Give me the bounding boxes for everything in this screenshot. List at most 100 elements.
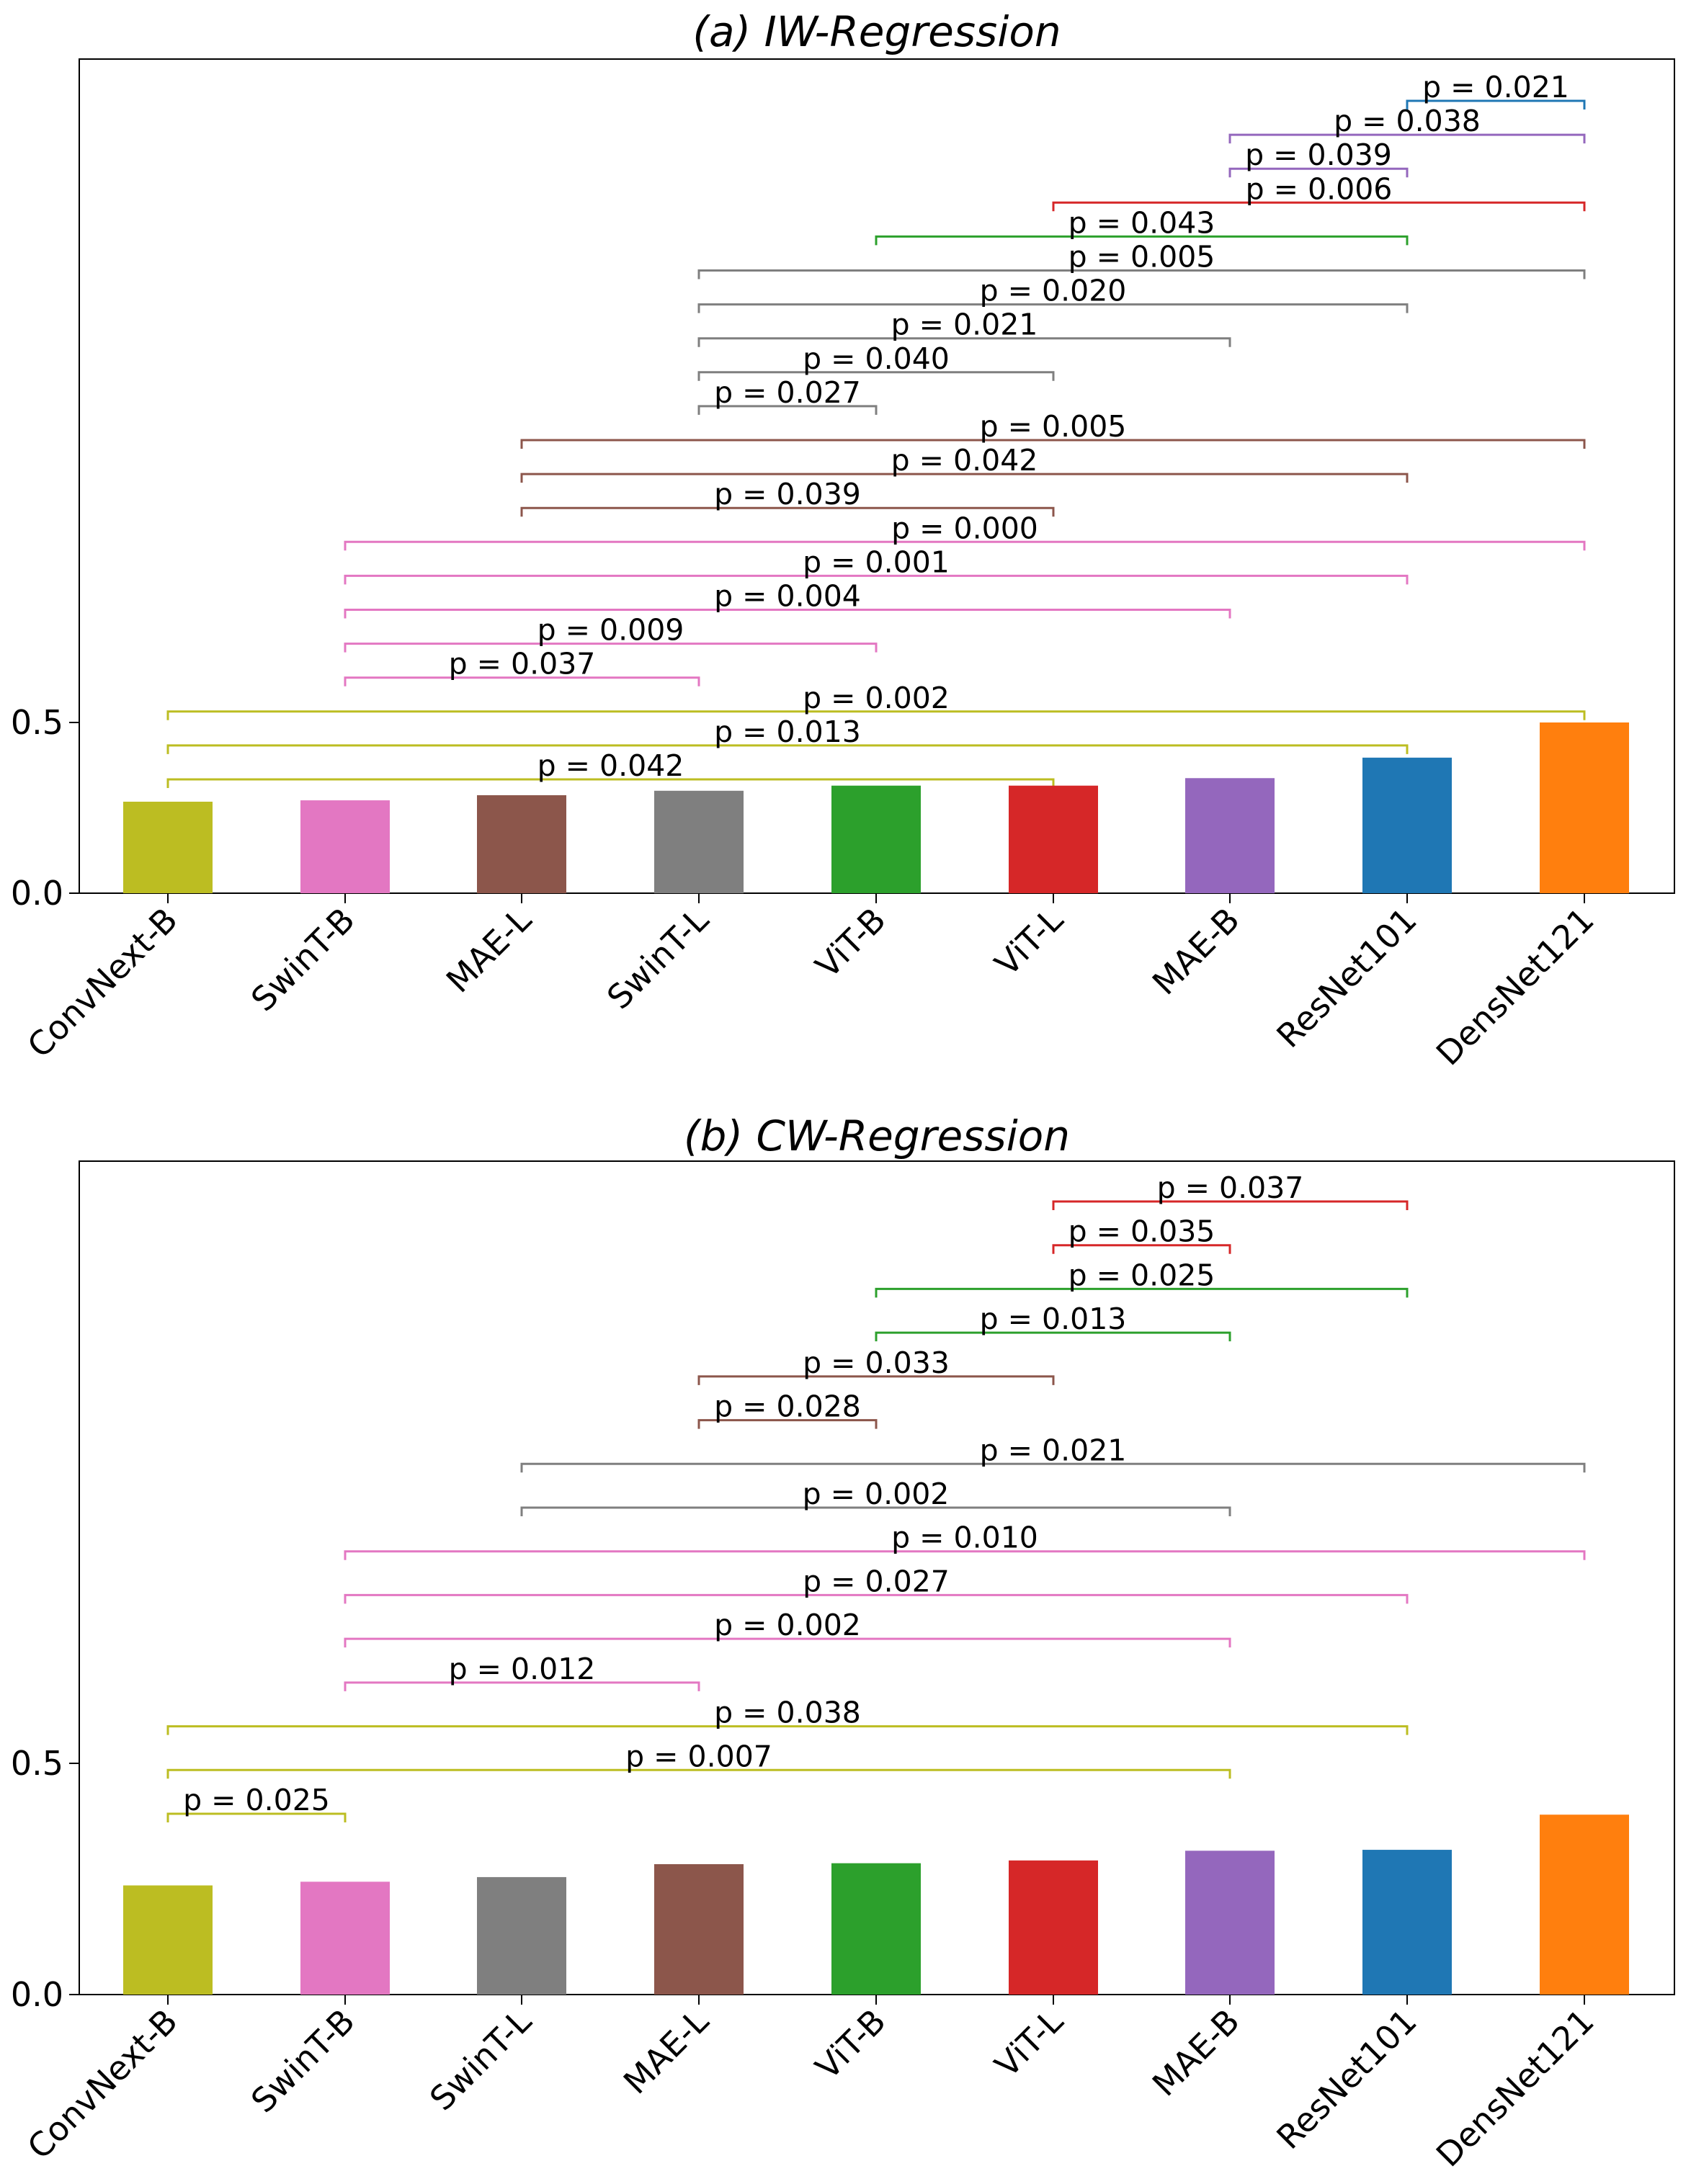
x-tick-label: ResNet101 (1269, 2002, 1424, 2157)
y-tick-label: 0.5 (11, 703, 63, 742)
significance-bracket (875, 1287, 1409, 1298)
p-value-label: p = 0.033 (803, 1346, 950, 1380)
x-tick-label: ConvNext-B (19, 900, 184, 1065)
significance-bracket (697, 405, 878, 415)
p-value-label: p = 0.027 (803, 1564, 950, 1598)
bar-convnext-b (123, 801, 213, 893)
p-value-label: p = 0.012 (449, 1652, 596, 1686)
bar-resnet101 (1362, 757, 1452, 893)
p-value-label: p = 0.013 (714, 715, 861, 749)
y-tick-label: 0.0 (11, 1975, 63, 2014)
p-value-label: p = 0.043 (1068, 205, 1215, 240)
x-tick-label: ViT-B (808, 900, 893, 986)
p-value-label: p = 0.021 (891, 308, 1038, 342)
significance-bracket (1406, 99, 1586, 109)
x-axis-labels-cw: ConvNext-B SwinT-B SwinT-L MAE-L ViT-B ViT-L M… (19, 1995, 1602, 2175)
significance-bracket (1228, 133, 1586, 144)
significance-bracket (344, 574, 1409, 585)
significance-bracket (344, 1593, 1409, 1604)
p-value-label: p = 0.009 (537, 613, 684, 648)
y-axis-ticks-iw: 0.0 0.5 (11, 703, 79, 913)
significance-bracket (520, 1506, 1231, 1516)
x-tick-label: DensNet121 (1429, 900, 1602, 1073)
p-value-label: p = 0.021 (1422, 70, 1569, 104)
x-tick-label: ViT-B (808, 2002, 893, 2087)
significance-bracket (344, 1681, 700, 1691)
bar-vit-l (1009, 1860, 1098, 1995)
p-value-label: p = 0.038 (1334, 104, 1481, 138)
chart-title-cw: (b) CW-Regression (684, 1111, 1070, 1160)
significance-bracket (344, 643, 878, 653)
p-value-label: p = 0.039 (714, 477, 861, 511)
significance-bracket (697, 1375, 1055, 1385)
significance-bracket (344, 609, 1231, 619)
p-value-label: p = 0.020 (980, 274, 1127, 308)
p-value-label: p = 0.038 (714, 1696, 861, 1730)
significance-bracket (875, 235, 1409, 246)
x-tick-label: SwinT-B (244, 2002, 362, 2121)
p-value-label: p = 0.027 (714, 375, 861, 410)
bar-mae-l (477, 795, 566, 893)
significance-bracket (344, 540, 1586, 551)
bar-mae-l (654, 1863, 744, 1995)
bar-swint-l (477, 1876, 566, 1995)
p-value-label: p = 0.037 (1157, 1171, 1304, 1205)
x-tick-label: SwinT-L (599, 900, 716, 1016)
chart-title-iw: (a) IW-Regression (692, 7, 1061, 56)
y-tick-label: 0.5 (11, 1744, 63, 1783)
y-axis-ticks-cw: 0.0 0.5 (11, 1744, 79, 2014)
significance-bracket (166, 778, 1055, 788)
significance-bracket (520, 439, 1586, 449)
p-value-label: p = 0.002 (803, 681, 950, 715)
x-tick-label: MAE-B (1145, 900, 1247, 1003)
p-value-label: p = 0.006 (1246, 171, 1393, 206)
bar-swint-l (654, 790, 744, 893)
bar-vit-b (831, 785, 921, 893)
x-tick-label: ResNet101 (1269, 900, 1424, 1055)
significance-brackets-cw: p = 0.025 p = 0.007 p = 0.038 p = 0.012 p = … (166, 1171, 1586, 1822)
x-tick-label: ConvNext-B (19, 2002, 184, 2167)
p-value-label: p = 0.039 (1245, 138, 1392, 172)
x-tick-label: ViT-L (987, 2001, 1071, 2085)
significance-bracket (344, 1637, 1231, 1648)
p-value-label: p = 0.037 (449, 647, 596, 681)
x-tick-label: DensNet121 (1429, 2002, 1602, 2175)
bars-cw (123, 1814, 1629, 1995)
x-tick-label: MAE-B (1145, 2002, 1247, 2104)
significance-bracket (697, 371, 1055, 381)
p-value-label: p = 0.042 (537, 748, 684, 783)
p-value-label: p = 0.005 (980, 409, 1127, 444)
significance-bracket (166, 744, 1409, 754)
significance-bracket (1052, 1244, 1231, 1254)
p-value-label: p = 0.007 (625, 1739, 772, 1773)
bar-vit-l (1009, 785, 1098, 893)
bar-convnext-b (123, 1885, 213, 1995)
p-value-label: p = 0.010 (891, 1521, 1038, 1555)
x-tick-label: MAE-L (616, 2001, 716, 2101)
p-value-label: p = 0.035 (1068, 1214, 1215, 1249)
significance-bracket (1052, 201, 1586, 212)
x-axis-labels-iw: ConvNext-B SwinT-B MAE-L SwinT-L ViT-B ViT-L M… (19, 893, 1602, 1073)
bars-iw (123, 722, 1629, 893)
bar-densnet121 (1540, 722, 1629, 893)
bar-resnet101 (1362, 1850, 1452, 1995)
significance-bracket (1052, 1200, 1409, 1210)
p-value-label: p = 0.025 (1068, 1258, 1215, 1292)
x-tick-label: ViT-L (987, 900, 1071, 983)
p-value-label: p = 0.013 (980, 1302, 1127, 1336)
bar-swint-b (300, 1881, 390, 1995)
significance-bracket (697, 269, 1586, 279)
y-tick-label: 0.0 (11, 874, 63, 913)
significance-bracket (166, 1812, 347, 1822)
bar-mae-b (1185, 1850, 1275, 1995)
significance-bracket (166, 1725, 1409, 1735)
bar-swint-b (300, 800, 390, 893)
p-value-label: p = 0.040 (803, 341, 950, 376)
p-value-label: p = 0.000 (891, 511, 1038, 545)
p-value-label: p = 0.005 (1068, 240, 1215, 274)
p-value-label: p = 0.042 (891, 443, 1038, 478)
significance-bracket (697, 337, 1231, 347)
